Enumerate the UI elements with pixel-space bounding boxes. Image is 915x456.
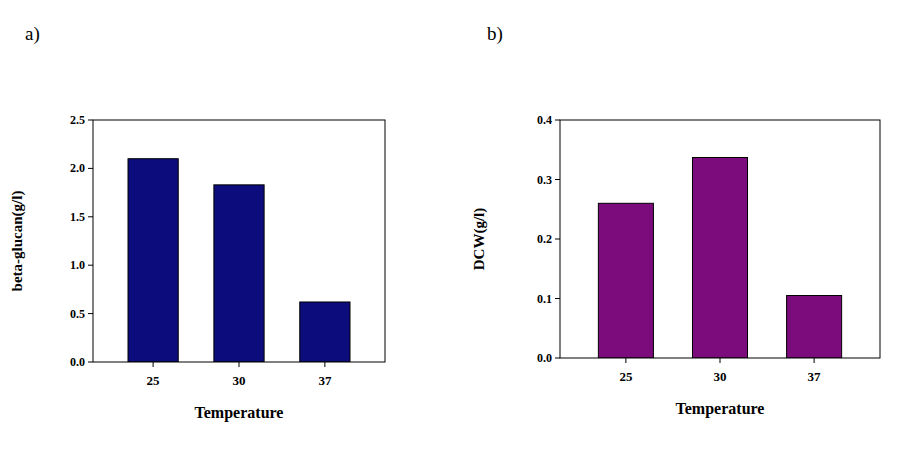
chart-panel: a) 0.0 0.5 1.0 1.5 2.0 2.5 25 30 37 Temperature bet… xyxy=(9,23,385,422)
y-tick-label: 0.4 xyxy=(537,113,552,127)
y-tick-label: 0.0 xyxy=(70,355,85,369)
y-tick xyxy=(555,358,560,359)
bar xyxy=(128,159,178,362)
y-tick-label: 1.0 xyxy=(70,258,85,272)
x-tick-label: 37 xyxy=(808,369,822,384)
x-tick xyxy=(625,358,626,363)
x-tick-label: 30 xyxy=(233,373,246,388)
panel-label: a) xyxy=(25,23,40,45)
y-tick-label: 2.0 xyxy=(70,161,85,175)
bar xyxy=(787,296,842,358)
y-axis-label: beta-glucan(g/l) xyxy=(9,191,26,292)
bars xyxy=(128,159,350,362)
y-tick-label: 0.2 xyxy=(537,232,552,246)
x-tick-label: 25 xyxy=(619,369,633,384)
x-axis-label: Temperature xyxy=(676,400,765,418)
chart-panel: b) 0.0 0.1 0.2 0.3 0.4 25 30 37 Temperature DCW(g/… xyxy=(471,23,880,418)
x-tick-label: 25 xyxy=(147,373,161,388)
bar xyxy=(598,203,653,358)
plot-frame xyxy=(560,120,880,358)
y-tick xyxy=(88,120,93,121)
panel-label: b) xyxy=(487,23,503,45)
y-tick xyxy=(555,298,560,299)
y-tick xyxy=(88,265,93,266)
y-tick xyxy=(88,168,93,169)
bar xyxy=(692,157,747,358)
x-tick xyxy=(814,358,815,363)
y-tick-label: 0.0 xyxy=(537,351,552,365)
x-axis-label: Temperature xyxy=(195,404,284,422)
bar xyxy=(300,302,350,362)
bars xyxy=(598,157,841,358)
bar xyxy=(214,185,264,362)
x-tick xyxy=(239,362,240,367)
x-tick-label: 37 xyxy=(318,373,332,388)
y-tick-label: 0.1 xyxy=(537,292,552,306)
y-tick xyxy=(88,313,93,314)
x-tick xyxy=(153,362,154,367)
x-tick-label: 30 xyxy=(714,369,727,384)
y-tick xyxy=(555,239,560,240)
y-tick-label: 0.3 xyxy=(537,173,552,187)
y-tick xyxy=(555,179,560,180)
plot-frame xyxy=(93,120,385,362)
y-tick-label: 2.5 xyxy=(70,113,85,127)
y-axis-label: DCW(g/l) xyxy=(471,208,488,271)
x-tick xyxy=(720,358,721,363)
y-tick-label: 0.5 xyxy=(70,307,85,321)
x-tick xyxy=(324,362,325,367)
y-tick xyxy=(555,120,560,121)
y-tick xyxy=(88,362,93,363)
y-tick xyxy=(88,216,93,217)
figure: a) 0.0 0.5 1.0 1.5 2.0 2.5 25 30 37 Temperature bet… xyxy=(0,0,915,456)
y-tick-label: 1.5 xyxy=(70,210,85,224)
